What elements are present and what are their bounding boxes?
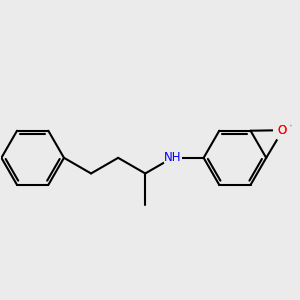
Text: O: O (278, 124, 287, 137)
Text: O: O (277, 124, 286, 137)
Text: NH: NH (164, 151, 181, 164)
